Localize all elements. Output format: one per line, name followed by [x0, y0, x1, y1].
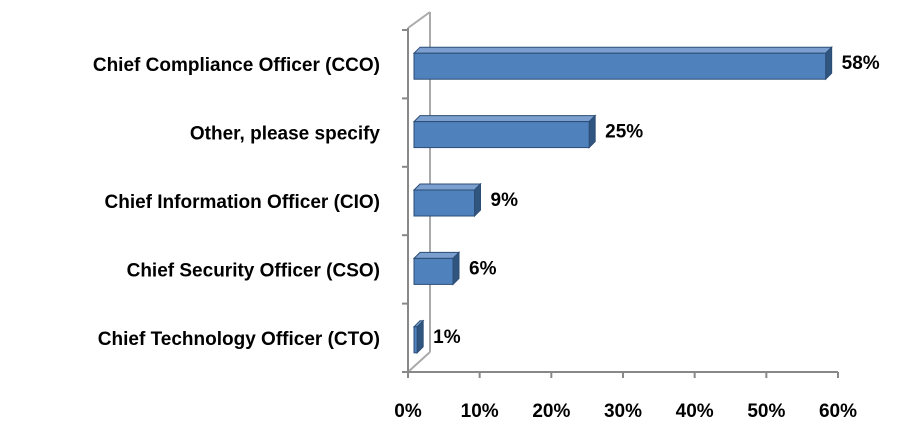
bar-side: [452, 251, 460, 286]
x-tick-label: 60%: [819, 401, 857, 422]
bar: [412, 251, 461, 286]
y-tick-label: Chief Technology Officer (CTO): [98, 329, 380, 350]
value-label: 6%: [469, 258, 497, 279]
x-tick-label: 0%: [394, 401, 422, 422]
y-tick-label: Chief Compliance Officer (CCO): [93, 55, 380, 76]
bar-side: [588, 114, 596, 149]
bar-side: [825, 45, 833, 81]
value-label: 1%: [433, 327, 461, 348]
bar-top: [412, 183, 482, 191]
x-tick-label: 10%: [461, 401, 499, 422]
bar-side: [474, 182, 481, 218]
x-tick-label: 30%: [604, 401, 642, 422]
bar-front: [413, 52, 827, 80]
y-tick-label: Chief Security Officer (CSO): [127, 260, 380, 281]
bar-side: [416, 319, 424, 355]
x-tick-label: 20%: [532, 401, 570, 422]
bar: [412, 182, 482, 218]
x-tick-label: 40%: [676, 401, 714, 422]
bar-front: [413, 121, 590, 149]
bar: [412, 114, 597, 149]
bar: [412, 319, 425, 355]
bar-front: [413, 189, 475, 217]
bar-top: [412, 46, 833, 54]
bar-top: [412, 115, 597, 123]
value-label: 58%: [842, 53, 880, 74]
y-tick-label: Chief Information Officer (CIO): [105, 192, 381, 213]
wall-corner-top: [407, 11, 431, 29]
bar: [412, 45, 833, 81]
x-tick-label: 50%: [747, 401, 785, 422]
y-tick-label: Other, please specify: [190, 124, 381, 145]
bar-top: [412, 251, 461, 259]
value-label: 25%: [605, 122, 643, 143]
bar-front: [413, 257, 454, 285]
bar-front: [413, 326, 418, 354]
value-label: 9%: [491, 190, 519, 211]
wall-corner-bottom: [407, 351, 431, 373]
